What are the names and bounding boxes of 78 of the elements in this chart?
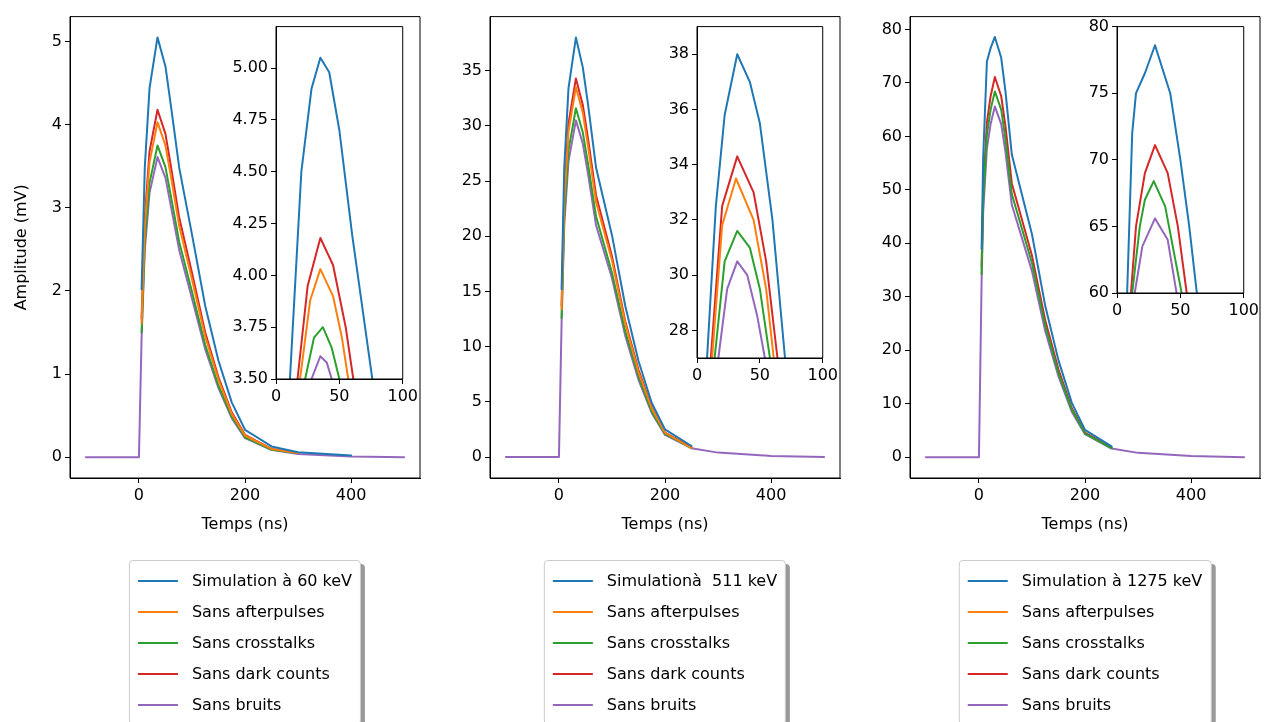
y-tick-label: 50	[881, 178, 902, 198]
y-tick-label: 38	[668, 43, 689, 63]
y-tick-label: 4	[51, 113, 62, 133]
x-tick-label: 50	[1170, 299, 1191, 319]
legend-label: Sans bruits	[606, 695, 697, 714]
y-tick-label: 36	[668, 98, 689, 118]
y-tick-label: 28	[668, 319, 689, 339]
x-tick-label: 0	[691, 364, 703, 384]
y-tick-label: 80	[881, 18, 902, 38]
y-tick-label: 30	[881, 285, 902, 305]
y-tick-label: 25	[461, 170, 482, 190]
y-tick-label: 4.50	[232, 160, 268, 180]
y-tick-label: 65	[1088, 215, 1109, 235]
legend-label: Sans dark counts	[606, 664, 745, 683]
y-tick-label: 3.50	[232, 368, 268, 388]
legend-label: Simulation à 1275 keV	[1021, 571, 1203, 590]
legend-label: Sans dark counts	[191, 664, 330, 683]
legend-label: Sans bruits	[191, 695, 282, 714]
y-tick-label: 30	[461, 115, 482, 135]
legend-label: Sans bruits	[1021, 695, 1112, 714]
x-axis-title: Temps (ns)	[620, 513, 709, 533]
x-tick-label: 50	[329, 385, 350, 405]
x-tick-label: 100	[807, 364, 838, 384]
y-tick-label: 0	[891, 446, 902, 466]
x-tick-label: 0	[973, 484, 985, 504]
y-tick-label: 4.25	[232, 212, 268, 232]
y-tick-label: 4.75	[232, 109, 268, 129]
legend-label: Sans afterpulses	[606, 602, 740, 621]
y-axis-title: Amplitude (mV)	[10, 184, 30, 311]
x-tick-label: 400	[1175, 484, 1207, 504]
y-tick-label: 5	[51, 30, 62, 50]
y-tick-label: 10	[461, 335, 482, 355]
x-tick-label: 0	[553, 484, 565, 504]
y-tick-label: 75	[1088, 82, 1109, 102]
y-tick-label: 3	[51, 196, 62, 216]
x-tick-label: 200	[649, 484, 681, 504]
y-tick-label: 5	[471, 390, 482, 410]
y-tick-label: 35	[461, 59, 482, 79]
y-tick-label: 20	[881, 339, 902, 359]
y-tick-label: 0	[471, 446, 482, 466]
y-tick-label: 0	[51, 446, 62, 466]
y-tick-label: 80	[1088, 15, 1109, 35]
y-tick-label: 60	[1088, 282, 1109, 302]
legend-label: Sans crosstalks	[606, 633, 730, 652]
y-tick-label: 5.00	[232, 57, 268, 77]
y-tick-label: 60	[881, 125, 902, 145]
y-tick-label: 34	[668, 153, 689, 173]
y-tick-label: 15	[461, 280, 482, 300]
y-tick-label: 3.75	[232, 316, 268, 336]
x-tick-label: 400	[755, 484, 787, 504]
y-tick-label: 1	[51, 363, 62, 383]
legend-label: Sans afterpulses	[1021, 602, 1155, 621]
legend-label: Sans afterpulses	[191, 602, 325, 621]
x-tick-label: 0	[133, 484, 145, 504]
legend-label: Sans crosstalks	[191, 633, 316, 652]
x-axis-title: Temps (ns)	[1040, 513, 1129, 533]
y-tick-label: 70	[881, 72, 902, 92]
x-axis-title: Temps (ns)	[200, 513, 289, 533]
x-tick-label: 200	[1069, 484, 1101, 504]
x-tick-label: 0	[270, 385, 282, 405]
legend-label: Simulation à 60 keV	[191, 571, 353, 590]
y-tick-label: 20	[461, 225, 482, 245]
y-tick-label: 32	[668, 209, 689, 229]
legend-label: Sans crosstalks	[1021, 633, 1145, 652]
x-tick-label: 400	[335, 484, 367, 504]
legend-label: Sans dark counts	[1021, 664, 1160, 683]
x-tick-label: 100	[387, 385, 418, 405]
y-tick-label: 70	[1088, 148, 1109, 168]
x-tick-label: 100	[1228, 299, 1259, 319]
y-tick-label: 10	[881, 392, 902, 412]
x-tick-label: 0	[1111, 299, 1123, 319]
x-tick-label: 200	[229, 484, 261, 504]
legend-label: Simulationà 511 keV	[606, 571, 778, 590]
x-tick-label: 50	[749, 364, 771, 384]
y-tick-label: 4.00	[232, 264, 268, 284]
y-tick-label: 30	[668, 264, 689, 284]
y-tick-label: 40	[881, 232, 902, 252]
y-tick-label: 2	[51, 280, 62, 300]
